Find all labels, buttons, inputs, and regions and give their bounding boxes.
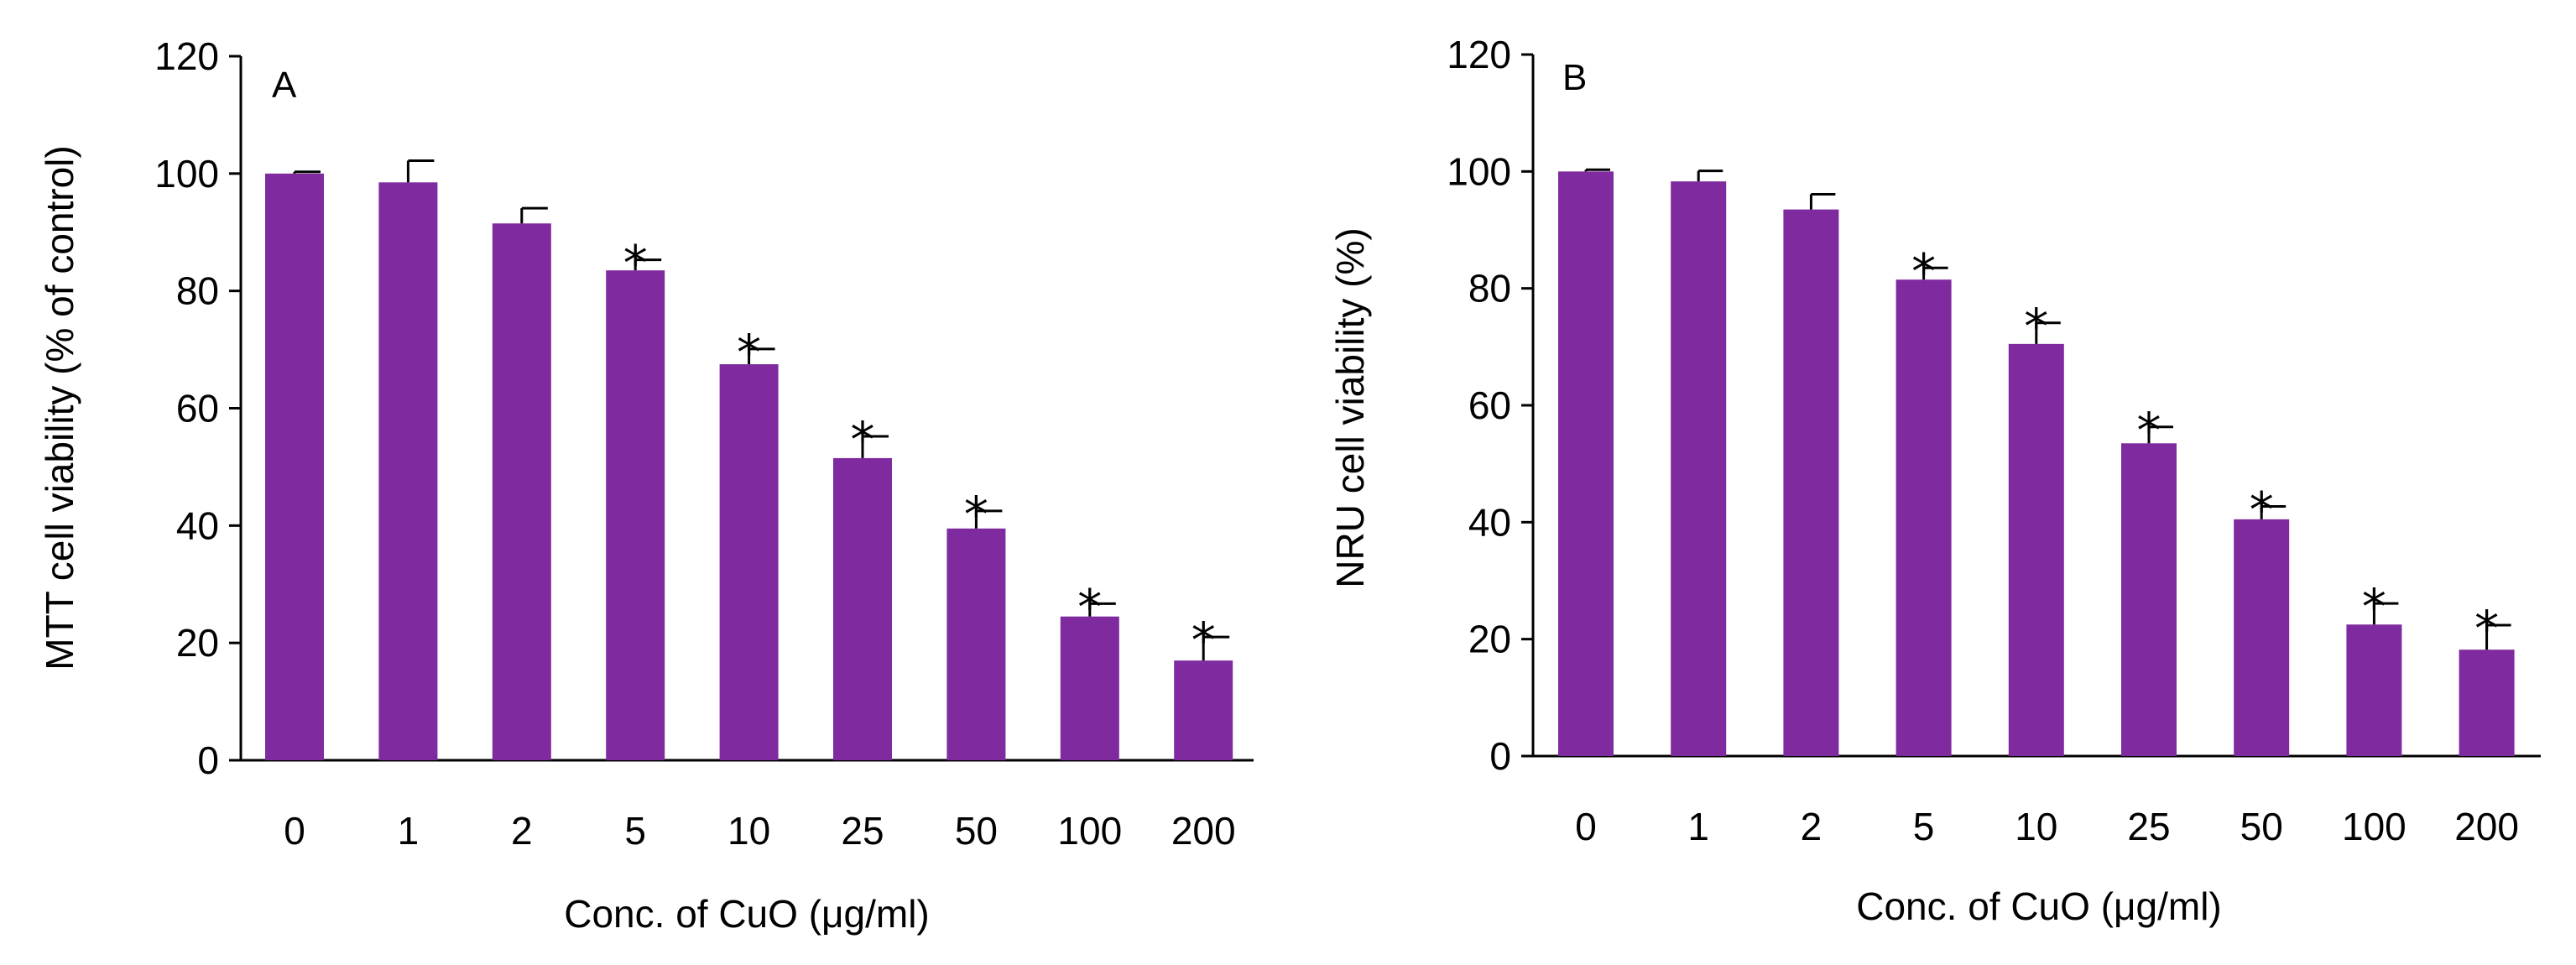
x-tick-label: 50	[2240, 805, 2283, 848]
x-axis-title: Conc. of CuO (μg/ml)	[564, 892, 930, 936]
significance-marker: *	[2474, 600, 2499, 657]
x-tick-label: 100	[2342, 805, 2407, 848]
y-tick-label: 100	[1447, 149, 1511, 193]
y-tick-label: 80	[1468, 267, 1511, 310]
x-tick-label: 10	[2015, 805, 2057, 848]
significance-marker: *	[851, 411, 875, 468]
bar	[378, 182, 438, 761]
x-tick-label: 200	[1171, 809, 1236, 853]
y-axis-title: NRU cell viability (%)	[1328, 227, 1372, 587]
bar	[265, 173, 324, 761]
y-tick-group: 0 20 40 60 80 100 120	[154, 34, 241, 782]
bar	[946, 528, 1006, 760]
bar	[2008, 343, 2064, 756]
x-tick-label: 200	[2454, 805, 2519, 848]
bar	[2121, 443, 2177, 756]
y-tick-label: 0	[1489, 734, 1511, 778]
y-tick-label: 40	[1468, 500, 1511, 544]
y-tick-label: 20	[176, 621, 219, 665]
x-tick-label: 1	[1687, 805, 1709, 848]
panel-label: B	[1562, 57, 1587, 98]
significance-marker: *	[1192, 612, 1216, 669]
x-tick-label: 25	[841, 809, 884, 853]
bar	[1895, 279, 1952, 756]
bar	[719, 364, 779, 760]
y-tick-label: 40	[176, 503, 219, 547]
x-tick-label: 2	[511, 809, 533, 853]
bar	[1558, 171, 1614, 757]
significance-marker: *	[623, 235, 648, 292]
x-tick-group: 0 1 2 5 10 25 50 100 200	[1575, 805, 2519, 848]
significance-marker: *	[737, 324, 761, 381]
y-axis-title: MTT cell viability (% of control)	[38, 145, 81, 670]
bar	[2346, 624, 2402, 756]
bar	[1671, 181, 1727, 757]
y-tick-label: 120	[1447, 33, 1511, 76]
x-tick-group: 0 1 2 5 10 25 50 100 200	[284, 809, 1235, 853]
y-tick-label: 100	[154, 152, 219, 196]
x-tick-label: 0	[1575, 805, 1597, 848]
bar	[1174, 660, 1233, 760]
y-tick-label: 120	[154, 34, 219, 78]
y-tick-group: 0 20 40 60 80 100 120	[1447, 33, 1533, 778]
y-tick-label: 20	[1468, 618, 1511, 661]
x-tick-label: 0	[284, 809, 305, 853]
x-tick-label: 100	[1057, 809, 1122, 853]
x-tick-label: 10	[727, 809, 770, 853]
bar	[492, 223, 551, 760]
bar	[833, 457, 892, 760]
x-tick-label: 2	[1801, 805, 1822, 848]
significance-marker: *	[2024, 298, 2048, 355]
x-tick-label: 5	[624, 809, 646, 853]
significance-marker: *	[964, 486, 988, 543]
panel-label: A	[272, 65, 297, 106]
significance-marker: *	[1077, 578, 1102, 635]
x-tick-label: 5	[1913, 805, 1935, 848]
significance-marker: *	[2362, 578, 2386, 635]
x-tick-label: 25	[2127, 805, 2170, 848]
significance-marker: *	[1911, 243, 1936, 300]
significance-marker: *	[2137, 402, 2161, 459]
bar-group: * * * * * *	[265, 159, 1233, 761]
bar	[2459, 649, 2515, 756]
bar	[2234, 519, 2290, 756]
bar-group: * * * * * *	[1558, 168, 2515, 757]
significance-marker: *	[2250, 482, 2274, 539]
x-tick-label: 1	[398, 809, 420, 853]
x-axis-title: Conc. of CuO (μg/ml)	[1856, 884, 2222, 928]
bar	[1783, 209, 1839, 756]
bar	[1060, 616, 1119, 760]
y-tick-label: 60	[176, 387, 219, 430]
x-tick-label: 50	[955, 809, 998, 853]
y-tick-label: 0	[197, 738, 219, 782]
y-tick-label: 80	[176, 269, 219, 313]
bar	[606, 270, 665, 761]
y-tick-label: 60	[1468, 383, 1511, 427]
